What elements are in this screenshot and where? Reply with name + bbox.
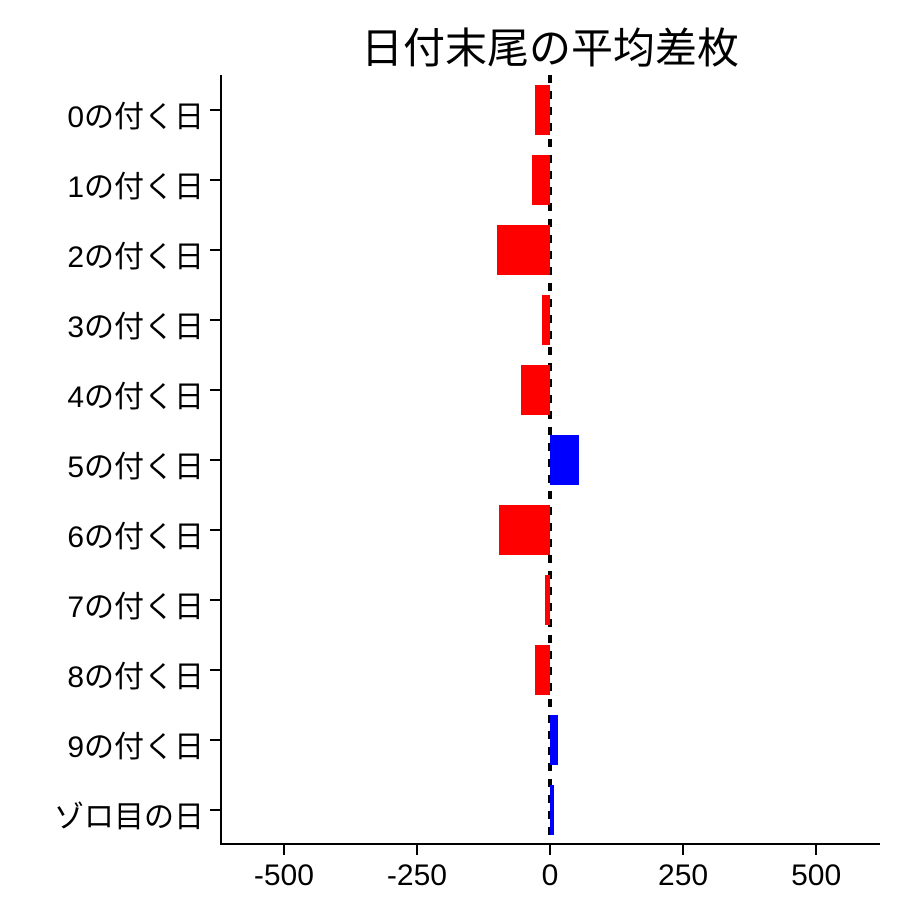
y-tick (210, 599, 220, 601)
x-tick (815, 845, 817, 855)
y-tick (210, 739, 220, 741)
chart-title: 日付末尾の平均差枚 (220, 15, 880, 76)
y-tick-label: 0の付く日 (67, 92, 204, 136)
y-tick (210, 529, 220, 531)
bar (550, 785, 554, 835)
chart-plot-area: -500-2500250500 (220, 75, 880, 845)
y-tick (210, 179, 220, 181)
bar (550, 715, 558, 765)
y-tick (210, 109, 220, 111)
y-tick-label: 2の付く日 (67, 232, 204, 276)
x-tick (416, 845, 418, 855)
x-tick (283, 845, 285, 855)
x-tick-label: 0 (490, 859, 610, 893)
bar (532, 155, 550, 205)
x-tick (682, 845, 684, 855)
y-tick (210, 319, 220, 321)
bar (545, 575, 550, 625)
bar (535, 85, 550, 135)
x-tick (549, 845, 551, 855)
x-tick-label: -250 (357, 859, 477, 893)
y-tick (210, 249, 220, 251)
x-tick-label: 250 (623, 859, 743, 893)
y-tick-label: 8の付く日 (67, 652, 204, 696)
y-tick-label: 5の付く日 (67, 442, 204, 486)
bar (550, 435, 579, 485)
bar (499, 505, 550, 555)
y-tick-label: 6の付く日 (67, 512, 204, 556)
y-tick-label: 7の付く日 (67, 582, 204, 626)
y-tick-label: 3の付く日 (67, 302, 204, 346)
y-tick-label: 1の付く日 (67, 162, 204, 206)
bar (542, 295, 550, 345)
bar (535, 645, 550, 695)
y-tick (210, 459, 220, 461)
y-tick (210, 669, 220, 671)
y-tick-label: 9の付く日 (67, 722, 204, 766)
y-tick-label: 4の付く日 (67, 372, 204, 416)
bar (521, 365, 550, 415)
x-tick-label: -500 (224, 859, 344, 893)
y-tick (210, 389, 220, 391)
x-tick-label: 500 (756, 859, 876, 893)
y-tick (210, 809, 220, 811)
y-tick-label: ゾロ目の日 (54, 792, 204, 836)
bar (497, 225, 550, 275)
